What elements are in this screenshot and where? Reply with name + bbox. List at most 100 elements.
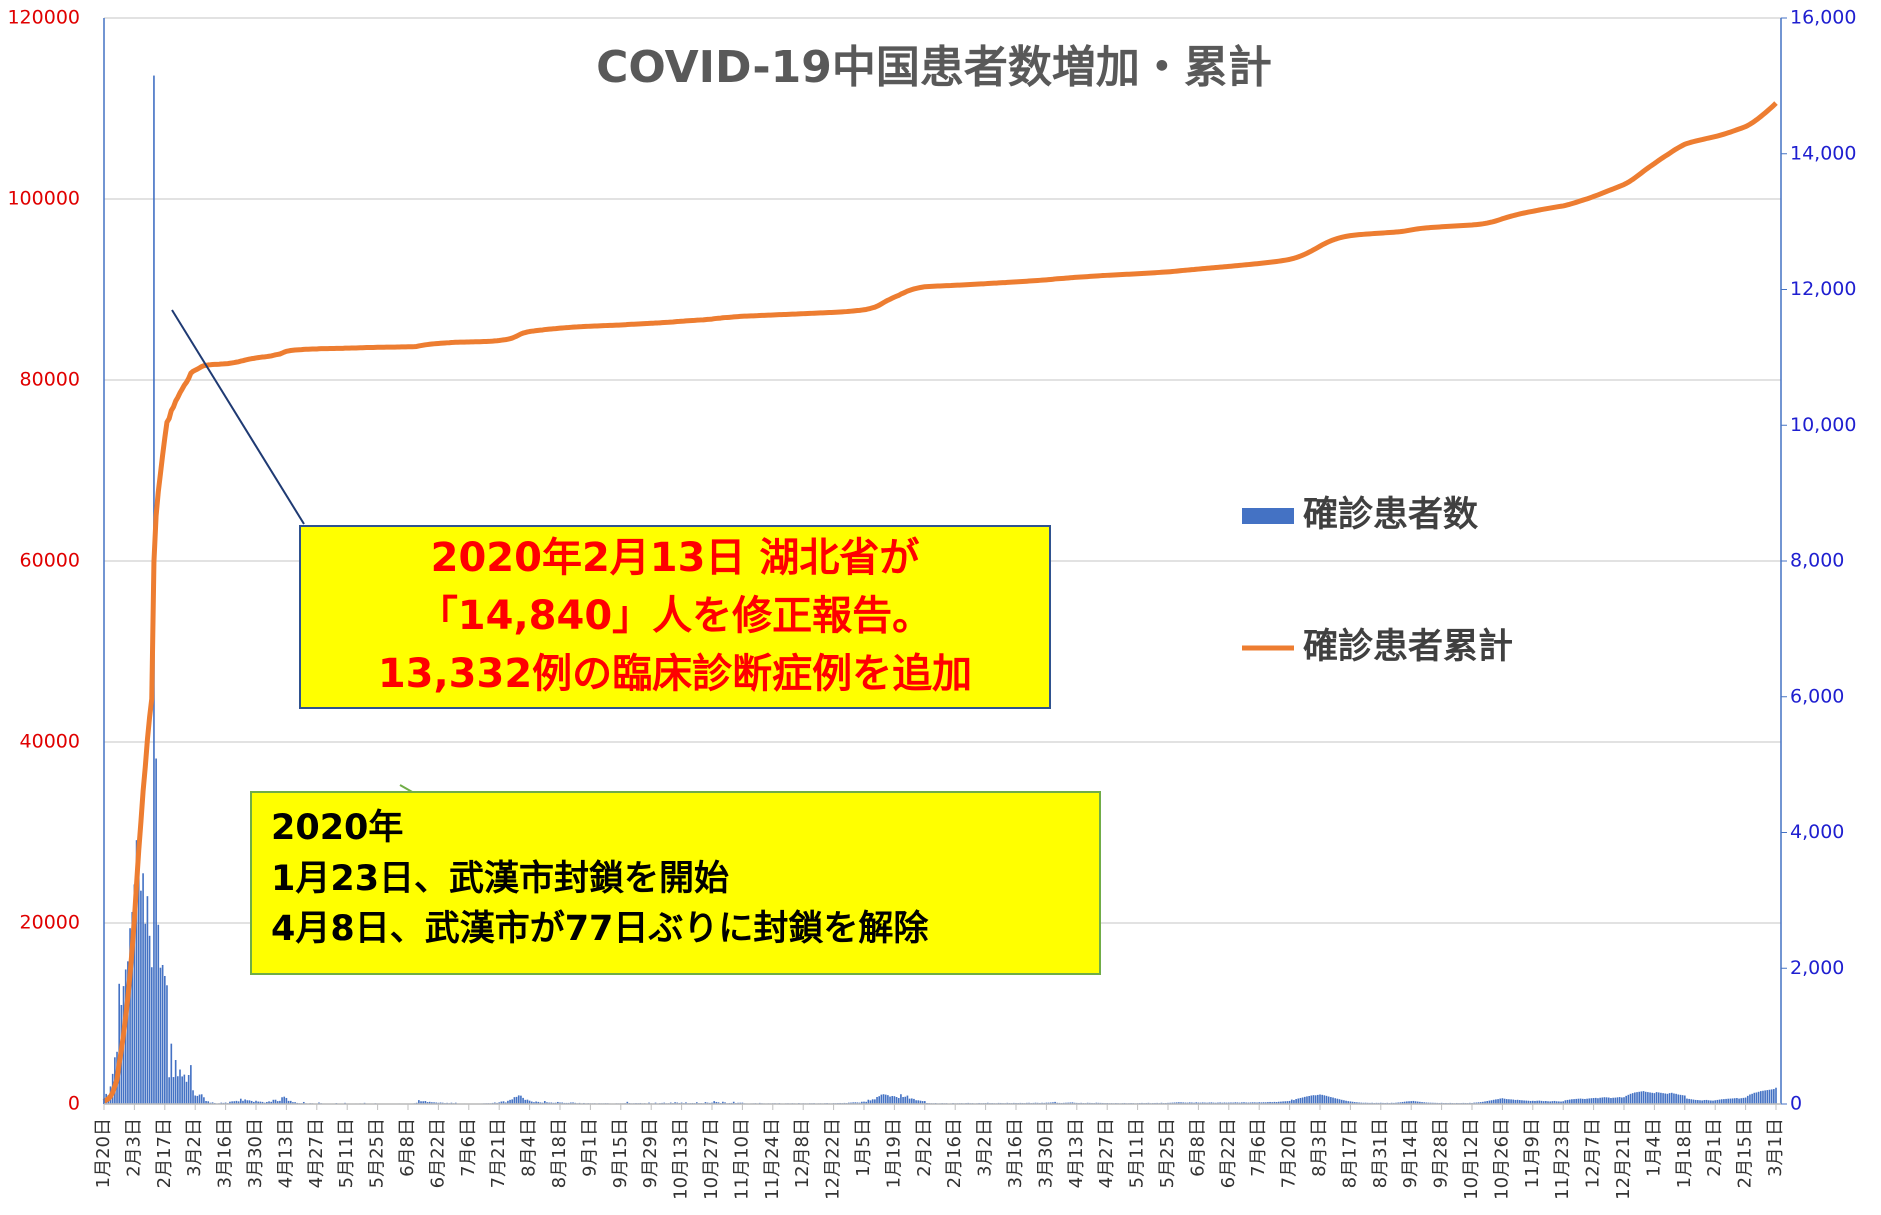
bar — [168, 1077, 170, 1104]
bar — [906, 1095, 909, 1104]
bar — [1210, 1102, 1213, 1104]
bar — [281, 1097, 283, 1104]
bar — [880, 1094, 883, 1104]
bar — [882, 1094, 885, 1104]
x-tick-label: 1月5日 — [853, 1118, 874, 1177]
bar — [1286, 1101, 1289, 1104]
bar — [1718, 1099, 1721, 1104]
bar — [1612, 1097, 1614, 1104]
bar — [166, 985, 168, 1104]
bar — [509, 1099, 511, 1104]
bar — [1288, 1100, 1291, 1104]
bar — [1410, 1101, 1413, 1104]
bar — [1299, 1097, 1302, 1104]
bar — [1736, 1098, 1738, 1104]
y-tick-label: 100000 — [7, 188, 80, 210]
annotation-box — [299, 525, 1051, 709]
bar — [1406, 1101, 1408, 1104]
x-tick-label: 9月28日 — [1431, 1118, 1452, 1188]
annotation-text: 2020年 — [271, 808, 403, 848]
bar — [1683, 1095, 1686, 1104]
bar — [170, 1043, 173, 1104]
bar — [861, 1101, 863, 1104]
bar — [1236, 1102, 1239, 1104]
bar — [1284, 1101, 1287, 1104]
bar — [1710, 1100, 1712, 1104]
bar — [685, 1102, 687, 1104]
bar — [715, 1101, 718, 1104]
bar — [144, 923, 147, 1104]
bar — [1629, 1093, 1632, 1104]
bar — [174, 1060, 177, 1104]
x-tick-label: 3月2日 — [184, 1118, 205, 1177]
legend-label: 確診患者累計 — [1303, 627, 1513, 667]
bar — [1241, 1102, 1243, 1104]
bar — [1267, 1102, 1269, 1104]
x-tick-label: 6月22日 — [1218, 1118, 1239, 1188]
bar — [1607, 1097, 1610, 1104]
y2-tick-label: 4,000 — [1790, 821, 1844, 843]
bar — [161, 964, 164, 1104]
bar — [1701, 1100, 1703, 1104]
bar — [869, 1100, 872, 1104]
x-tick-label: 9月14日 — [1400, 1118, 1421, 1188]
bar — [1052, 1102, 1054, 1104]
bar — [1677, 1094, 1680, 1104]
bar — [1343, 1100, 1345, 1104]
x-tick-label: 6月8日 — [397, 1118, 418, 1177]
bar — [1514, 1099, 1517, 1104]
x-tick-label: 11月10日 — [731, 1118, 752, 1200]
bar — [1729, 1098, 1732, 1104]
x-tick-label: 12月22日 — [823, 1118, 844, 1200]
bar — [1401, 1101, 1404, 1104]
y-tick-label: 0 — [68, 1093, 80, 1115]
bar — [274, 1099, 277, 1104]
bar — [1738, 1098, 1740, 1104]
bar — [1590, 1098, 1593, 1104]
bar — [1553, 1100, 1556, 1104]
x-tick-label: 5月11日 — [336, 1118, 357, 1188]
bar — [1679, 1094, 1682, 1104]
bar — [287, 1100, 290, 1104]
y2-tick-label: 0 — [1790, 1093, 1802, 1115]
x-tick-label: 5月11日 — [1127, 1118, 1148, 1188]
x-tick-label: 4月13日 — [1066, 1118, 1087, 1188]
x-tick-label: 2月16日 — [944, 1118, 965, 1188]
x-tick-label: 12月8日 — [792, 1118, 813, 1188]
bar — [889, 1096, 891, 1104]
bar — [131, 911, 134, 1104]
bar — [498, 1102, 501, 1104]
callout-line — [171, 309, 305, 525]
bar — [257, 1101, 259, 1104]
bar — [1521, 1100, 1523, 1104]
bar — [1594, 1097, 1597, 1104]
bar — [183, 1074, 186, 1104]
bar — [923, 1101, 926, 1104]
x-tick-label: 3月1日 — [1765, 1118, 1786, 1177]
bar — [1534, 1100, 1536, 1104]
bar — [146, 896, 149, 1104]
bar — [1759, 1091, 1762, 1104]
line — [102, 101, 1778, 1104]
bar — [1716, 1099, 1719, 1104]
bar — [1681, 1095, 1684, 1104]
annotation-text: 2020年2月13日 湖北省が — [431, 535, 920, 581]
bar — [902, 1097, 904, 1104]
bar — [190, 1065, 192, 1104]
bar — [1742, 1097, 1745, 1104]
bar — [177, 1076, 179, 1104]
x-tick-label: 10月13日 — [671, 1118, 692, 1200]
y2-tick-label: 10,000 — [1790, 414, 1856, 436]
bar — [142, 873, 144, 1104]
bar — [1714, 1100, 1717, 1104]
bar — [893, 1096, 896, 1104]
x-tick-label: 11月24日 — [762, 1118, 783, 1200]
bar — [137, 853, 140, 1104]
bar — [255, 1100, 257, 1104]
bar — [1686, 1098, 1688, 1104]
bar — [205, 1101, 207, 1104]
bar — [1653, 1093, 1656, 1104]
annotation-text: 「14,840」人を修正報告。 — [418, 593, 932, 639]
bar — [507, 1100, 509, 1104]
bar — [1503, 1098, 1506, 1104]
